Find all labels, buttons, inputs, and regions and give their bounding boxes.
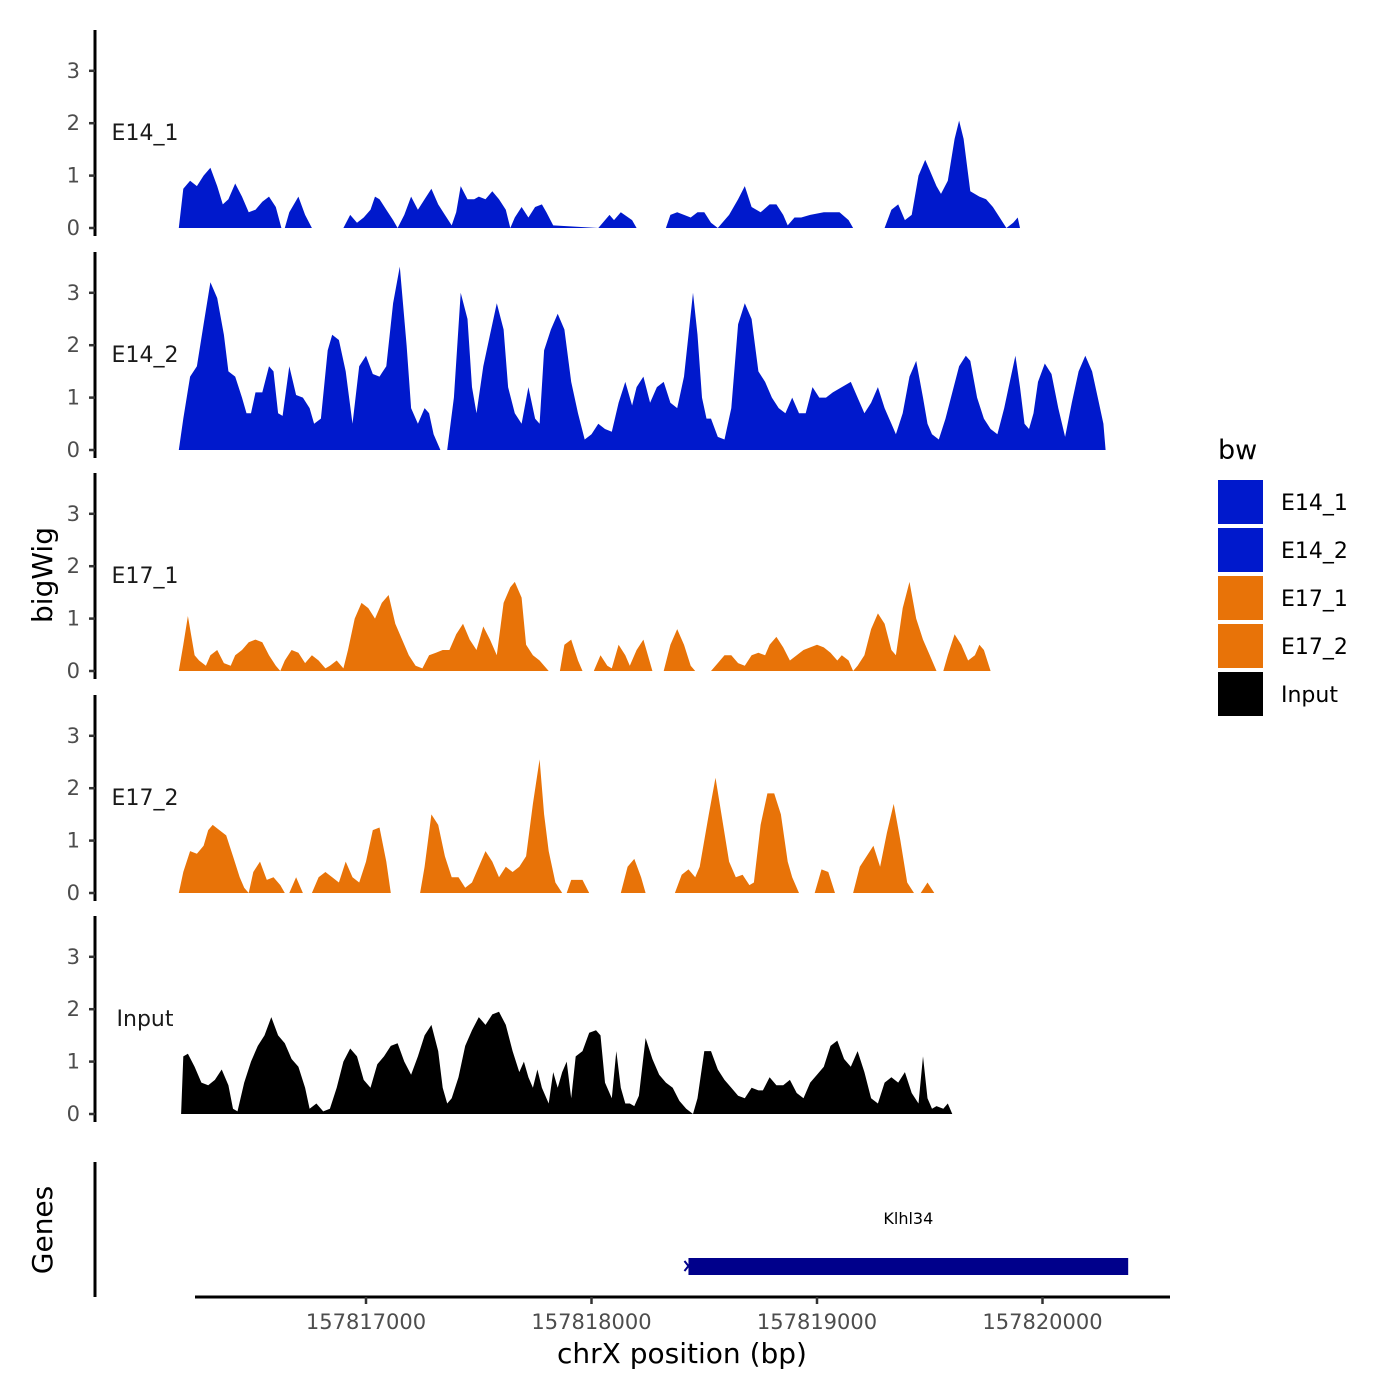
y-tick-label: 0 bbox=[67, 438, 80, 462]
legend-swatch bbox=[1218, 672, 1263, 716]
x-axis-title: chrX position (bp) bbox=[557, 1337, 807, 1370]
legend-label: E17_1 bbox=[1281, 587, 1348, 612]
track-e17-1: 0 1 2 3 E17_1 bbox=[67, 473, 991, 683]
genes-track: Klhl34 bbox=[93, 1162, 1129, 1297]
y-tick-label: 1 bbox=[67, 386, 80, 410]
track-label: Input bbox=[117, 1007, 174, 1032]
y-tick-label: 1 bbox=[67, 607, 80, 631]
y-tick-label: 1 bbox=[67, 1050, 80, 1074]
track-e14-2: 0 1 2 3 E14_2 bbox=[67, 252, 1106, 462]
gene-label: Klhl34 bbox=[883, 1209, 933, 1228]
legend-label: E14_1 bbox=[1281, 491, 1348, 516]
track-e17-2: 0 1 2 3 E17_2 bbox=[67, 695, 935, 905]
y-tick-label: 3 bbox=[67, 281, 80, 305]
track-label: E17_1 bbox=[112, 564, 179, 589]
track-label: E17_2 bbox=[112, 786, 179, 811]
y-tick-label: 0 bbox=[67, 1102, 80, 1126]
legend-swatch bbox=[1218, 624, 1263, 668]
legend-swatch bbox=[1218, 480, 1263, 524]
y-tick-label: 3 bbox=[67, 945, 80, 969]
signal-area-input bbox=[181, 1011, 953, 1114]
track-e14-1: 0 1 2 3 E14_1 bbox=[67, 30, 1021, 240]
y-axis-title: bigWig bbox=[26, 527, 59, 623]
signal-area-e14-1 bbox=[178, 120, 1021, 228]
legend-swatch bbox=[1218, 528, 1263, 572]
y-tick-label: 3 bbox=[67, 59, 80, 83]
legend: bw E14_1 E14_2 E17_1 E17_2 Input bbox=[1218, 435, 1348, 716]
signal-tracks: 0 1 2 3 E14_1 0 1 2 3 E14_2 0 1 2 3 E17_1 0 1 2 3 E17_2 0 1 2 3… bbox=[67, 30, 1106, 1126]
x-axis: 157817000 157818000 157819000 157820000 bbox=[195, 1295, 1170, 1334]
y-tick-label: 3 bbox=[67, 724, 80, 748]
genes-track-title: Genes bbox=[26, 1186, 59, 1274]
y-tick-label: 2 bbox=[67, 111, 80, 135]
legend-swatch bbox=[1218, 576, 1263, 620]
x-tick-label: 157820000 bbox=[982, 1310, 1102, 1334]
legend-title: bw bbox=[1218, 435, 1257, 466]
y-tick-label: 0 bbox=[67, 216, 80, 240]
legend-label: Input bbox=[1281, 683, 1338, 708]
x-tick-label: 157817000 bbox=[306, 1310, 426, 1334]
track-label: E14_2 bbox=[112, 343, 179, 368]
y-tick-label: 2 bbox=[67, 997, 80, 1021]
y-tick-label: 2 bbox=[67, 554, 80, 578]
y-tick-label: 0 bbox=[67, 659, 80, 683]
y-tick-label: 0 bbox=[67, 881, 80, 905]
signal-area-e17-2 bbox=[178, 759, 935, 893]
y-tick-label: 1 bbox=[67, 829, 80, 853]
signal-area-e17-1 bbox=[178, 581, 991, 671]
legend-label: E17_2 bbox=[1281, 635, 1348, 660]
x-tick-label: 157818000 bbox=[531, 1310, 651, 1334]
signal-area-e14-2 bbox=[178, 266, 1106, 450]
legend-label: E14_2 bbox=[1281, 539, 1348, 564]
y-tick-label: 2 bbox=[67, 776, 80, 800]
y-tick-label: 3 bbox=[67, 502, 80, 526]
y-tick-label: 2 bbox=[67, 333, 80, 357]
y-tick-label: 1 bbox=[67, 164, 80, 188]
track-label: E14_1 bbox=[112, 121, 179, 146]
track-input: 0 1 2 3 Input bbox=[67, 916, 953, 1126]
gene-body bbox=[688, 1258, 1129, 1275]
gene-strand-marker bbox=[683, 1260, 694, 1272]
x-tick-label: 157819000 bbox=[757, 1310, 877, 1334]
